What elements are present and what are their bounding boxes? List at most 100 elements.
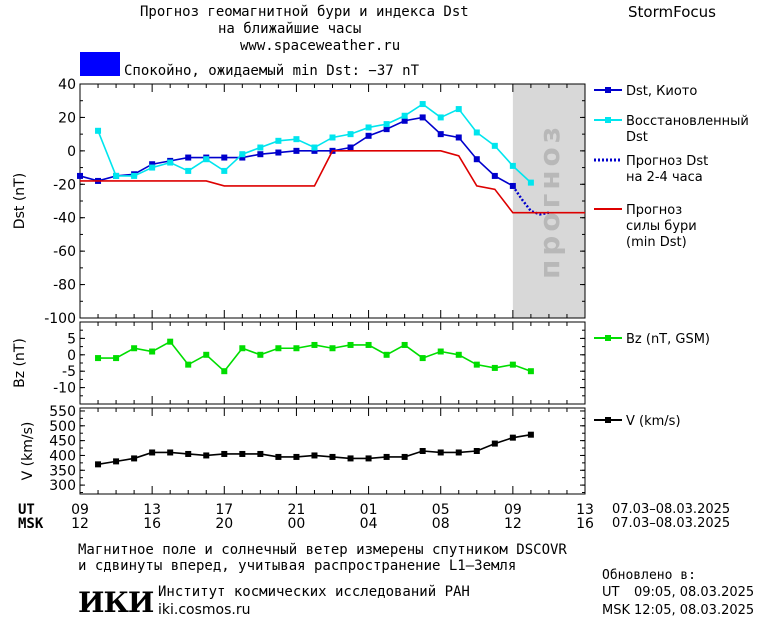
data-point [239, 154, 246, 161]
data-point [383, 121, 390, 128]
y-tick-label: 550 [49, 404, 76, 420]
status-swatch [80, 52, 120, 76]
data-point [419, 355, 426, 362]
ut-date-range: 07.03–08.03.2025 [612, 502, 731, 517]
updated-msk-label: MSK [602, 603, 630, 618]
msk-axis-label: MSK [18, 516, 44, 532]
forecast-zone [512, 84, 585, 318]
data-point [221, 450, 228, 457]
x-tick-label-msk: 04 [360, 516, 378, 532]
data-point [221, 167, 228, 174]
data-point [257, 144, 264, 151]
data-point [167, 338, 174, 345]
panel-frame-bz [79, 321, 586, 405]
data-point [491, 172, 498, 179]
data-point [131, 455, 138, 462]
legend-label: силы бури [626, 219, 697, 234]
institute-name: Институт космических исследований РАН [158, 584, 470, 600]
legend-marker [605, 417, 611, 423]
legend-label: (min Dst) [626, 235, 687, 250]
data-point [455, 449, 462, 456]
data-point [311, 144, 318, 151]
data-point [77, 172, 83, 179]
data-point [167, 159, 174, 166]
y-tick-label: -40 [53, 211, 76, 227]
x-tick-label-msk: 12 [71, 516, 89, 532]
data-point [221, 154, 228, 161]
data-point [149, 164, 156, 171]
iki-logo: ИКИ [78, 586, 154, 619]
legend-label: на 2-4 часа [626, 170, 703, 185]
x-tick-label-ut: 13 [576, 502, 594, 518]
y-tick-label: -60 [53, 244, 76, 260]
data-point [347, 144, 354, 151]
data-point [149, 161, 156, 168]
x-tick-label-ut: 09 [504, 502, 522, 518]
data-point [401, 453, 408, 460]
series-line [97, 103, 532, 184]
data-point [239, 345, 246, 352]
data-point [131, 345, 138, 352]
data-point [293, 453, 300, 460]
data-point [95, 461, 102, 468]
data-point [275, 149, 282, 156]
data-point [401, 341, 408, 348]
institute-site-link[interactable]: iki.cosmos.ru [158, 602, 251, 618]
data-point [509, 434, 516, 441]
data-point [149, 348, 156, 355]
data-point [383, 351, 390, 358]
data-point [239, 151, 246, 158]
data-point [437, 348, 444, 355]
data-point [293, 136, 300, 143]
data-point [203, 351, 210, 358]
updated-ut-value: 09:05, 08.03.2025 [634, 585, 755, 600]
legend-marker [605, 335, 611, 341]
data-point [509, 361, 516, 368]
series-line [80, 150, 585, 214]
data-point [185, 361, 192, 368]
data-point [527, 368, 534, 375]
data-point [473, 448, 480, 454]
y-tick-label: -20 [53, 177, 76, 193]
legend-marker [605, 117, 611, 123]
data-point [149, 449, 156, 456]
note-line-1: Магнитное поле и солнечный ветер измерен… [78, 542, 567, 558]
data-point [383, 453, 390, 460]
panel-frame-v [79, 407, 586, 495]
updated-msk-value: 12:05, 08.03.2025 [634, 603, 755, 618]
x-tick-label-msk: 00 [288, 516, 306, 532]
y-tick-label: 500 [49, 419, 76, 435]
website-link[interactable]: www.spaceweather.ru [240, 38, 401, 54]
data-point [455, 106, 462, 113]
y-axis-label-v: V (km/s) [20, 422, 36, 481]
updated-label: Обновлено в: [602, 568, 696, 583]
x-tick-label-ut: 17 [215, 502, 233, 518]
data-point [419, 101, 426, 108]
x-tick-label-msk: 20 [215, 516, 233, 532]
data-point [365, 455, 372, 462]
y-tick-label: 0 [67, 144, 76, 160]
data-point [167, 449, 174, 456]
data-point [401, 117, 408, 124]
data-point [113, 172, 120, 179]
y-tick-label: -5 [62, 364, 76, 380]
x-tick-label-msk: 08 [432, 516, 450, 532]
legend-label: Прогноз Dst [626, 154, 708, 169]
data-point [311, 452, 318, 459]
data-point [275, 137, 282, 144]
data-point [329, 134, 336, 141]
data-point [185, 450, 192, 457]
ut-axis-label: UT [18, 502, 35, 518]
x-tick-label-msk: 16 [143, 516, 161, 532]
y-tick-label: 350 [49, 463, 76, 479]
data-point [365, 132, 372, 139]
y-tick-label: 40 [58, 77, 76, 93]
x-tick-label-msk: 16 [576, 516, 594, 532]
data-point [437, 114, 444, 121]
data-point [491, 440, 498, 447]
x-tick-label-ut: 21 [288, 502, 306, 518]
data-point [131, 172, 138, 179]
data-point [311, 341, 318, 348]
y-tick-label: 5 [67, 331, 76, 347]
x-tick-label-ut: 01 [360, 502, 378, 518]
